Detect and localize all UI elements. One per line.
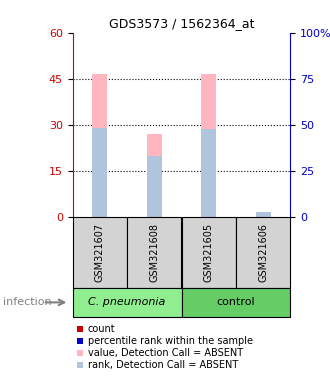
Bar: [255, 213, 271, 217]
Bar: [201, 129, 216, 217]
Bar: [77, 338, 83, 344]
Text: GSM321608: GSM321608: [149, 223, 159, 282]
Text: control: control: [216, 297, 255, 308]
Text: C. pneumonia: C. pneumonia: [88, 297, 166, 308]
Bar: [92, 74, 108, 217]
Bar: [147, 134, 162, 217]
Bar: [201, 74, 216, 217]
Bar: [255, 212, 271, 217]
Text: percentile rank within the sample: percentile rank within the sample: [88, 336, 253, 346]
Text: GSM321606: GSM321606: [258, 223, 268, 282]
Text: value, Detection Call = ABSENT: value, Detection Call = ABSENT: [88, 348, 243, 358]
Bar: [73, 217, 127, 288]
Text: rank, Detection Call = ABSENT: rank, Detection Call = ABSENT: [88, 360, 238, 371]
Bar: [77, 362, 83, 369]
Bar: [77, 350, 83, 356]
Text: count: count: [88, 324, 115, 334]
Text: GSM321607: GSM321607: [95, 223, 105, 282]
Text: infection: infection: [3, 297, 52, 308]
Bar: [92, 128, 108, 217]
Title: GDS3573 / 1562364_at: GDS3573 / 1562364_at: [109, 17, 254, 30]
Bar: [77, 326, 83, 332]
Bar: [182, 288, 290, 317]
Bar: [147, 156, 162, 217]
Bar: [236, 217, 290, 288]
Text: GSM321605: GSM321605: [204, 223, 214, 282]
Bar: [127, 217, 182, 288]
Bar: [73, 288, 182, 317]
Bar: [182, 217, 236, 288]
